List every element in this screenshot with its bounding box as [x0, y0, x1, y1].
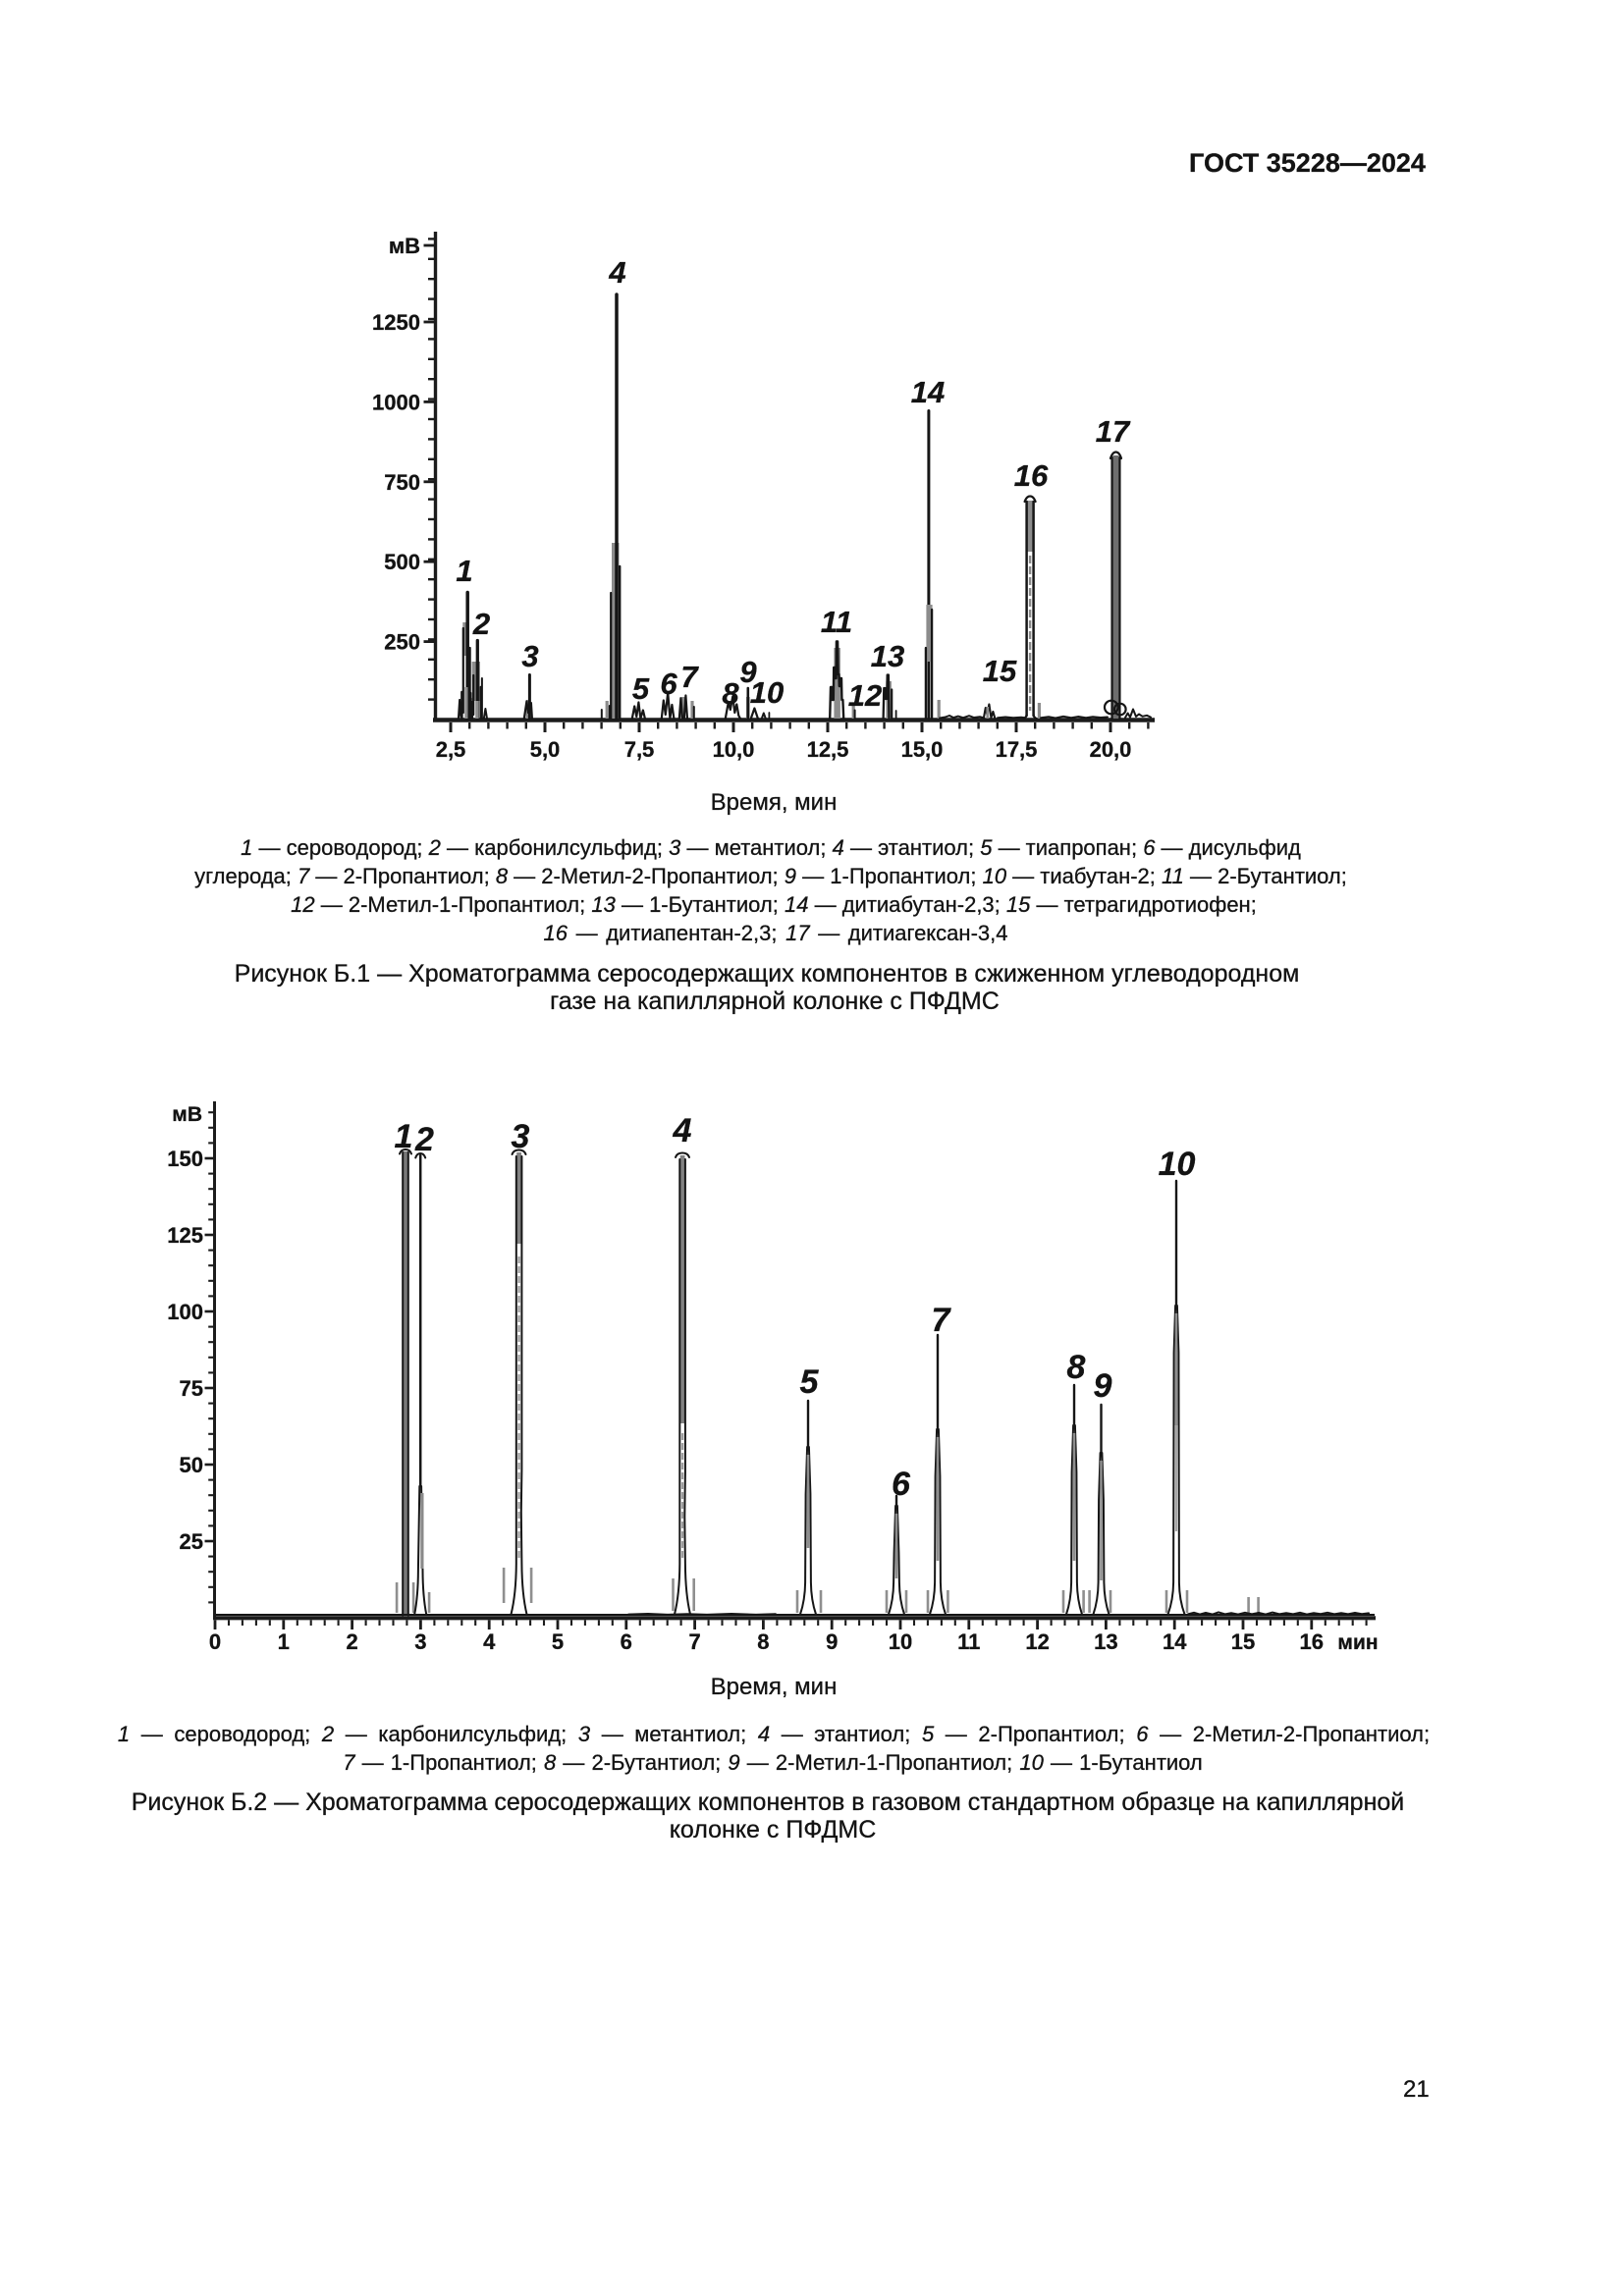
svg-text:Время, мин: Время, мин — [711, 789, 838, 816]
svg-text:8: 8 — [1067, 1349, 1086, 1386]
svg-text:10: 10 — [889, 1629, 912, 1654]
svg-text:10: 10 — [750, 675, 784, 710]
svg-text:3: 3 — [521, 639, 538, 673]
svg-text:5: 5 — [632, 671, 650, 706]
svg-text:колонке с ПФДМС: колонке с ПФДМС — [670, 1816, 877, 1843]
svg-text:2: 2 — [414, 1121, 434, 1158]
svg-text:8: 8 — [722, 676, 739, 711]
svg-text:8: 8 — [757, 1629, 769, 1654]
svg-text:16: 16 — [1014, 458, 1049, 493]
svg-text:4: 4 — [608, 255, 625, 290]
svg-text:0: 0 — [209, 1629, 221, 1654]
svg-text:мВ: мВ — [389, 234, 420, 258]
svg-text:5,0: 5,0 — [530, 737, 561, 762]
svg-text:1: 1 — [395, 1118, 413, 1155]
svg-text:Рисунок Б.2 — Хроматограмма се: Рисунок Б.2 — Хроматограмма серосодержащ… — [132, 1789, 1405, 1816]
svg-text:16 — дитиапентан-2,3; 17 — ди: 16 — дитиапентан-2,3; 17 — дитиагексан-3… — [544, 921, 1008, 945]
svg-text:4: 4 — [483, 1629, 496, 1654]
svg-text:мВ: мВ — [172, 1103, 202, 1126]
svg-text:250: 250 — [384, 630, 420, 655]
svg-text:Рисунок Б.1 — Хроматограмма се: Рисунок Б.1 — Хроматограмма серосодержащ… — [235, 960, 1300, 988]
svg-text:мин: мин — [1337, 1631, 1378, 1654]
svg-text:9: 9 — [1094, 1367, 1112, 1405]
svg-text:3: 3 — [414, 1629, 426, 1654]
svg-text:9: 9 — [826, 1629, 838, 1654]
svg-text:750: 750 — [384, 470, 420, 495]
svg-text:6: 6 — [892, 1466, 911, 1503]
svg-text:1: 1 — [456, 554, 472, 588]
svg-text:5: 5 — [800, 1363, 820, 1401]
svg-text:15: 15 — [983, 654, 1017, 688]
svg-text:15,0: 15,0 — [901, 737, 944, 762]
svg-text:7: 7 — [688, 1629, 700, 1654]
svg-text:6: 6 — [660, 667, 677, 701]
svg-text:10,0: 10,0 — [713, 737, 755, 762]
svg-text:14: 14 — [1163, 1629, 1187, 1654]
svg-text:3: 3 — [512, 1118, 530, 1155]
svg-text:14: 14 — [911, 375, 945, 409]
svg-text:9: 9 — [739, 655, 757, 689]
svg-text:20,0: 20,0 — [1090, 737, 1132, 762]
svg-text:150: 150 — [167, 1147, 203, 1171]
svg-text:1000: 1000 — [372, 390, 420, 414]
svg-text:7: 7 — [932, 1302, 952, 1339]
svg-text:15: 15 — [1231, 1629, 1255, 1654]
svg-text:16: 16 — [1300, 1629, 1324, 1654]
svg-text:17: 17 — [1096, 414, 1131, 449]
svg-text:100: 100 — [167, 1300, 203, 1324]
svg-text:75: 75 — [180, 1376, 203, 1401]
svg-text:углерода; 7 — 2-Пропантиол; 8: углерода; 7 — 2-Пропантиол; 8 — 2-Метил-… — [194, 864, 1347, 888]
svg-text:7: 7 — [680, 660, 699, 694]
svg-text:1250: 1250 — [372, 310, 420, 335]
svg-text:12: 12 — [1025, 1629, 1049, 1654]
svg-text:4: 4 — [673, 1112, 692, 1149]
svg-text:1 — сероводород; 2 — карбонилс: 1 — сероводород; 2 — карбонилсульфид; 3 … — [118, 1722, 1430, 1746]
svg-text:10: 10 — [1159, 1146, 1196, 1183]
svg-text:6: 6 — [621, 1629, 632, 1654]
svg-text:газе на капиллярной колонке с: газе на капиллярной колонке с ПФДМС — [550, 988, 1000, 1015]
svg-text:1: 1 — [278, 1629, 290, 1654]
svg-text:125: 125 — [167, 1223, 203, 1248]
svg-text:2,5: 2,5 — [436, 737, 466, 762]
svg-text:25: 25 — [180, 1529, 203, 1554]
svg-text:ГОСТ 35228—2024: ГОСТ 35228—2024 — [1189, 148, 1426, 178]
svg-text:2: 2 — [346, 1629, 357, 1654]
svg-text:500: 500 — [384, 550, 420, 574]
svg-text:11: 11 — [821, 605, 852, 639]
svg-text:21: 21 — [1403, 2076, 1430, 2103]
svg-text:5: 5 — [552, 1629, 564, 1654]
svg-text:12: 12 — [848, 678, 882, 713]
svg-text:13: 13 — [1094, 1629, 1117, 1654]
svg-text:2: 2 — [472, 607, 490, 641]
svg-text:7,5: 7,5 — [624, 737, 655, 762]
svg-text:7 — 1-Пропантиол; 8 — 2-Бутант: 7 — 1-Пропантиол; 8 — 2-Бутантиол; 9 — 2… — [343, 1750, 1203, 1775]
svg-text:1 — сероводород; 2 — карбонилс: 1 — сероводород; 2 — карбонилсульфид; 3 … — [241, 835, 1301, 860]
svg-text:Время, мин: Время, мин — [711, 1674, 838, 1700]
svg-text:11: 11 — [957, 1629, 980, 1654]
svg-text:17,5: 17,5 — [996, 737, 1038, 762]
svg-text:12,5: 12,5 — [807, 737, 849, 762]
svg-text:12 — 2-Метил-1-Пропантиол; 13: 12 — 2-Метил-1-Пропантиол; 13 — 1-Бутант… — [291, 892, 1257, 917]
svg-text:13: 13 — [871, 639, 904, 673]
svg-text:50: 50 — [180, 1453, 203, 1477]
